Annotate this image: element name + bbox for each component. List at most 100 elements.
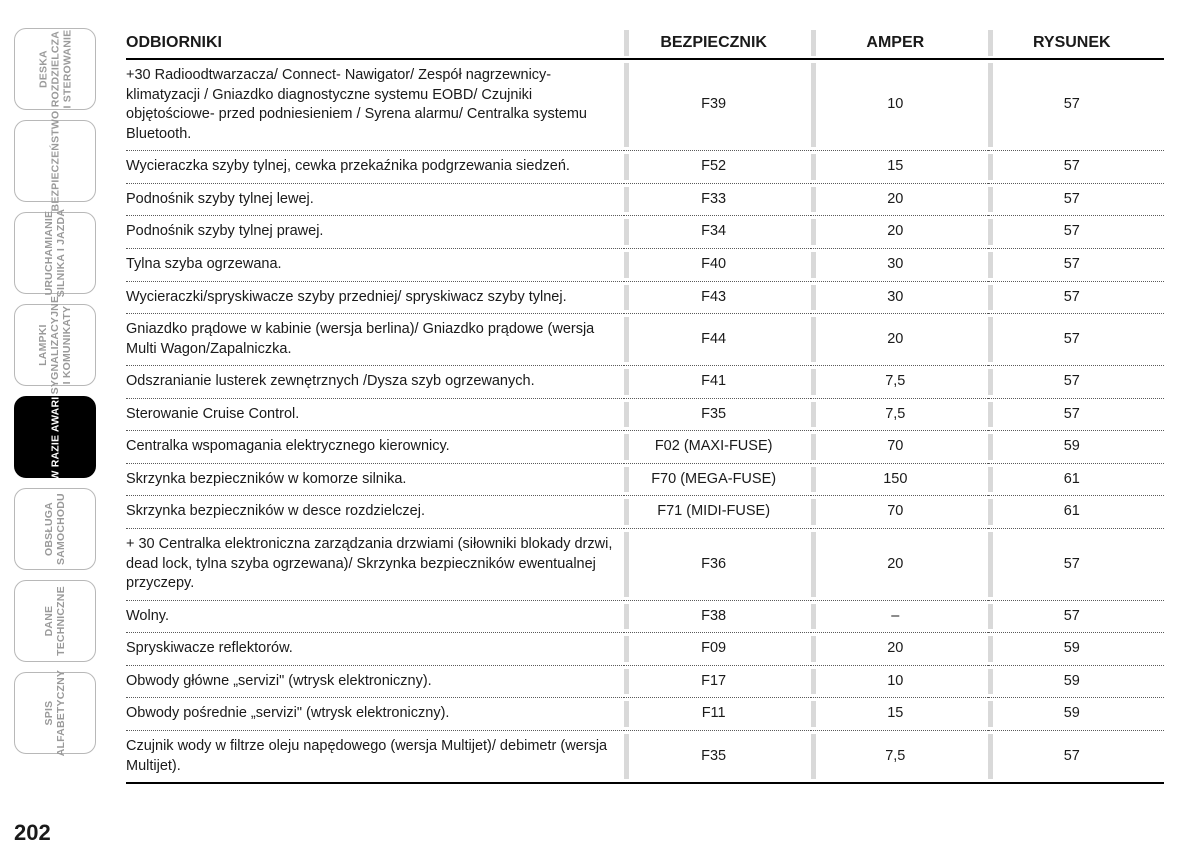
cell-amp: 20 (811, 633, 987, 666)
cell-receivers: Skrzynka bezpieczników w desce rozdzielc… (126, 496, 624, 529)
cell-fuse: F70 (MEGA-FUSE) (624, 463, 811, 496)
cell-fig: 57 (988, 366, 1164, 399)
page-number: 202 (0, 814, 51, 846)
cell-fuse: F02 (MAXI-FUSE) (624, 431, 811, 464)
table-row: Skrzynka bezpieczników w komorze silnika… (126, 463, 1164, 496)
table-row: Podnośnik szyby tylnej lewej.F332057 (126, 183, 1164, 216)
cell-fig: 59 (988, 665, 1164, 698)
cell-fig: 57 (988, 216, 1164, 249)
cell-fig: 57 (988, 183, 1164, 216)
page-root: DESKA ROZDZIELCZA I STEROWANIE BEZPIECZEŃ… (0, 0, 1200, 856)
sidebar-tab-5[interactable]: OBSŁUGA SAMOCHODU (14, 488, 96, 570)
cell-fig: 57 (988, 314, 1164, 366)
cell-fig: 61 (988, 496, 1164, 529)
sidebar-tab-label: LAMPKI SYGNALIZACYJNE I KOMUNIKATY (37, 296, 73, 394)
cell-fuse: F11 (624, 698, 811, 731)
table-row: Obwody pośrednie „servizi" (wtrysk elekt… (126, 698, 1164, 731)
cell-fig: 57 (988, 730, 1164, 783)
table-row: + 30 Centralka elektroniczna zarządzania… (126, 529, 1164, 601)
table-row: Spryskiwacze reflektorów.F092059 (126, 633, 1164, 666)
sidebar-tab-6[interactable]: DANE TECHNICZNE (14, 580, 96, 662)
cell-receivers: Obwody główne „servizi" (wtrysk elektron… (126, 665, 624, 698)
table-row: +30 Radioodtwarzacza/ Connect- Nawigator… (126, 59, 1164, 151)
fuse-table: ODBIORNIKI BEZPIECZNIK AMPER RYSUNEK +30… (126, 28, 1164, 784)
cell-amp: 70 (811, 431, 987, 464)
cell-receivers: Sterowanie Cruise Control. (126, 398, 624, 431)
sidebar-nav: DESKA ROZDZIELCZA I STEROWANIE BEZPIECZEŃ… (0, 0, 96, 856)
sidebar-tab-2[interactable]: URUCHAMIANIE SILNIKA I JAZDA (14, 212, 96, 294)
cell-amp: 7,5 (811, 398, 987, 431)
cell-receivers: Wycieraczki/spryskiwacze szyby przedniej… (126, 281, 624, 314)
table-row: Centralka wspomagania elektrycznego kier… (126, 431, 1164, 464)
table-row: Sterowanie Cruise Control.F357,557 (126, 398, 1164, 431)
sidebar-tab-3[interactable]: LAMPKI SYGNALIZACYJNE I KOMUNIKATY (14, 304, 96, 386)
cell-receivers: Wolny. (126, 600, 624, 633)
cell-amp: 30 (811, 281, 987, 314)
cell-receivers: Centralka wspomagania elektrycznego kier… (126, 431, 624, 464)
sidebar-tab-label: BEZPIECZEŃSTWO (49, 111, 61, 212)
cell-fuse: F41 (624, 366, 811, 399)
cell-fuse: F71 (MIDI-FUSE) (624, 496, 811, 529)
cell-fig: 57 (988, 529, 1164, 601)
table-row: Podnośnik szyby tylnej prawej.F342057 (126, 216, 1164, 249)
cell-fuse: F43 (624, 281, 811, 314)
cell-amp: 20 (811, 314, 987, 366)
sidebar-tab-4[interactable]: W RAZIE AWARII (14, 396, 96, 478)
cell-amp: 7,5 (811, 730, 987, 783)
cell-receivers: Odszranianie lusterek zewnętrznych /Dysz… (126, 366, 624, 399)
cell-receivers: Tylna szyba ogrzewana. (126, 248, 624, 281)
cell-amp: 20 (811, 529, 987, 601)
table-row: Czujnik wody w filtrze oleju napędowego … (126, 730, 1164, 783)
cell-receivers: Spryskiwacze reflektorów. (126, 633, 624, 666)
cell-fig: 57 (988, 59, 1164, 151)
cell-fig: 59 (988, 431, 1164, 464)
cell-amp: 30 (811, 248, 987, 281)
cell-receivers: Gniazdko prądowe w kabinie (wersja berli… (126, 314, 624, 366)
cell-amp: – (811, 600, 987, 633)
cell-amp: 7,5 (811, 366, 987, 399)
table-row: Wycieraczki/spryskiwacze szyby przedniej… (126, 281, 1164, 314)
cell-receivers: +30 Radioodtwarzacza/ Connect- Nawigator… (126, 59, 624, 151)
table-row: Skrzynka bezpieczników w desce rozdzielc… (126, 496, 1164, 529)
sidebar-tab-label: SPIS ALFABETYCZNY (43, 670, 67, 756)
table-row: Gniazdko prądowe w kabinie (wersja berli… (126, 314, 1164, 366)
cell-fig: 59 (988, 698, 1164, 731)
cell-amp: 10 (811, 59, 987, 151)
cell-receivers: Podnośnik szyby tylnej lewej. (126, 183, 624, 216)
sidebar-tab-0[interactable]: DESKA ROZDZIELCZA I STEROWANIE (14, 28, 96, 110)
cell-receivers: Obwody pośrednie „servizi" (wtrysk elekt… (126, 698, 624, 731)
table-row: Wolny.F38–57 (126, 600, 1164, 633)
cell-fuse: F44 (624, 314, 811, 366)
sidebar-tab-label: W RAZIE AWARII (49, 394, 61, 481)
footer: 202 (0, 814, 1200, 846)
cell-fuse: F17 (624, 665, 811, 698)
cell-fuse: F36 (624, 529, 811, 601)
cell-amp: 15 (811, 698, 987, 731)
cell-fig: 57 (988, 281, 1164, 314)
cell-fuse: F35 (624, 730, 811, 783)
cell-amp: 10 (811, 665, 987, 698)
cell-fuse: F40 (624, 248, 811, 281)
cell-receivers: Czujnik wody w filtrze oleju napędowego … (126, 730, 624, 783)
sidebar-tab-label: OBSŁUGA SAMOCHODU (43, 493, 67, 565)
table-row: Obwody główne „servizi" (wtrysk elektron… (126, 665, 1164, 698)
cell-fuse: F33 (624, 183, 811, 216)
sidebar-tab-label: URUCHAMIANIE SILNIKA I JAZDA (43, 209, 67, 297)
table-row: Tylna szyba ogrzewana.F403057 (126, 248, 1164, 281)
sidebar-tab-1[interactable]: BEZPIECZEŃSTWO (14, 120, 96, 202)
sidebar-tab-7[interactable]: SPIS ALFABETYCZNY (14, 672, 96, 754)
col-header-amp: AMPER (811, 28, 987, 59)
cell-receivers: + 30 Centralka elektroniczna zarządzania… (126, 529, 624, 601)
main-content: ODBIORNIKI BEZPIECZNIK AMPER RYSUNEK +30… (96, 0, 1200, 856)
table-row: Odszranianie lusterek zewnętrznych /Dysz… (126, 366, 1164, 399)
cell-fuse: F09 (624, 633, 811, 666)
cell-fuse: F52 (624, 151, 811, 184)
cell-receivers: Wycieraczka szyby tylnej, cewka przekaźn… (126, 151, 624, 184)
col-header-receivers: ODBIORNIKI (126, 28, 624, 59)
cell-fig: 61 (988, 463, 1164, 496)
cell-amp: 20 (811, 216, 987, 249)
table-header-row: ODBIORNIKI BEZPIECZNIK AMPER RYSUNEK (126, 28, 1164, 59)
sidebar-tab-label: DESKA ROZDZIELCZA I STEROWANIE (37, 30, 73, 109)
col-header-fig: RYSUNEK (988, 28, 1164, 59)
cell-fuse: F38 (624, 600, 811, 633)
